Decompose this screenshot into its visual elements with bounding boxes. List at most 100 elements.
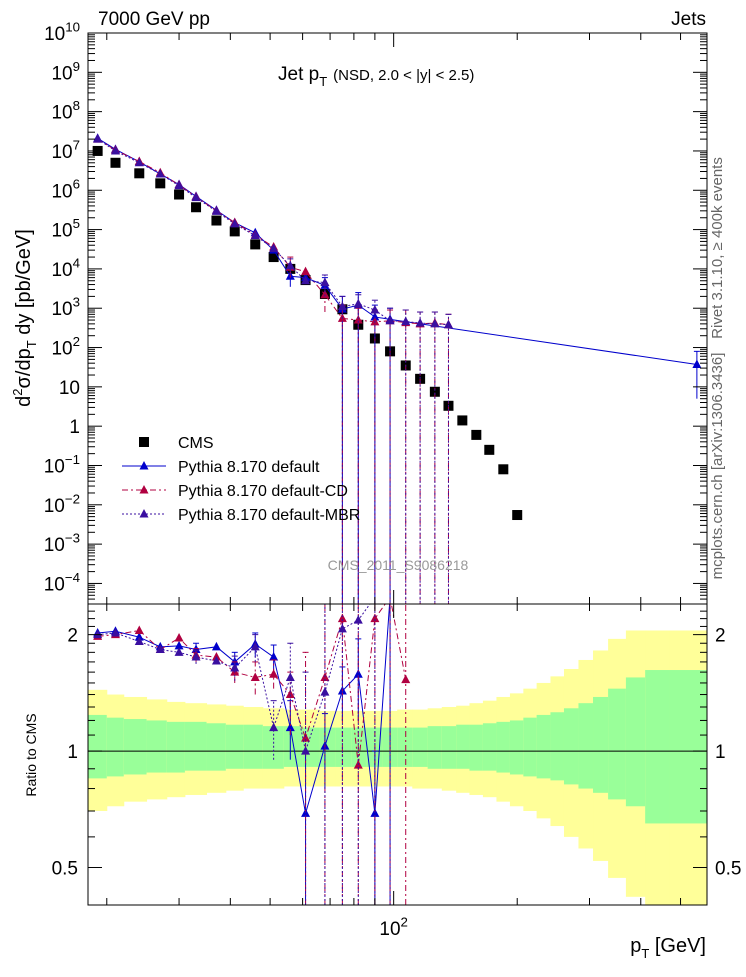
data-point-mbr (385, 315, 395, 325)
tick-label-exponent: 7 (73, 137, 80, 152)
main-panel-series (92, 0, 702, 604)
data-point-cd (337, 613, 347, 623)
data-point-mbr (211, 655, 221, 665)
ratio-panel-frame (87, 603, 708, 906)
data-point-cd (134, 625, 144, 634)
tick-label: 10−2 (44, 491, 80, 517)
data-point-mbr (93, 629, 103, 639)
axes: 10−410−310−210−1110102103104105106107108… (44, 19, 742, 940)
series-mbr (93, 604, 391, 905)
tick-label-exponent: 3 (73, 295, 80, 310)
x-axis-label: pT [GeV] (630, 935, 706, 961)
ratio-y-axis-label: Ratio to CMS (23, 713, 39, 796)
band-inner-bin (166, 721, 186, 773)
tick-label-base: 10 (51, 299, 72, 320)
ratio-tick-label-left: 1 (67, 742, 78, 763)
series-line-cd (97, 138, 449, 326)
tick-label-base: 10 (51, 103, 72, 124)
band-inner-bin (243, 724, 264, 769)
legend-entry-default: Pythia 8.170 default (122, 459, 320, 476)
data-point-mbr (250, 230, 260, 240)
tick-label-exponent: 10 (65, 19, 80, 34)
data-point-mbr (134, 157, 144, 167)
data-point-mbr (191, 652, 201, 661)
data-point-mbr (443, 319, 453, 329)
data-point-default (353, 669, 363, 678)
data-point-mbr (269, 722, 279, 732)
band-inner-bin (351, 727, 368, 767)
ratio-tick-label-left: 2 (67, 626, 78, 647)
tick-label: 107 (51, 137, 80, 163)
data-point-mbr (353, 298, 363, 308)
legend-label-default: Pythia 8.170 default (178, 459, 320, 476)
data-point-mbr (174, 180, 184, 190)
tick-label-base: 1 (69, 417, 80, 438)
ratio-tick-label-right: 0.5 (715, 859, 741, 880)
band-inner-bin (625, 677, 646, 807)
band-inner-bin (106, 717, 125, 777)
band-inner-bin (536, 714, 551, 779)
tick-label-base: 10 (51, 181, 72, 202)
cms-data-point (650, 0, 660, 10)
tick-label: 10−3 (44, 531, 80, 557)
main-y-axis-label: d2σ/dpT dy [pb/GeV] (10, 229, 39, 407)
data-point-default (692, 359, 702, 369)
data-point-mbr (301, 746, 311, 755)
band-inner-bin (509, 720, 524, 775)
data-point-mbr (401, 316, 411, 325)
data-point-mbr (250, 641, 260, 651)
band-inner-bin (608, 688, 627, 800)
tick-label-base: 10 (44, 24, 65, 45)
band-inner-bin (669, 670, 707, 824)
legend-label-cms: CMS (178, 435, 214, 452)
data-point-mbr (211, 206, 221, 215)
legend: CMS Pythia 8.170 default Pythia 8.170 defa… (122, 435, 360, 524)
data-point-mbr (320, 687, 330, 696)
tick-label: 10−1 (44, 452, 80, 478)
plot-title: Jet pT (NSD, 2.0 < |y| < 2.5) (278, 64, 474, 89)
band-inner-bin (225, 724, 244, 769)
data-point-mbr (320, 277, 330, 287)
tick-label: 1 (69, 417, 80, 438)
band-inner-bin (563, 708, 579, 785)
data-point-mbr (230, 662, 240, 672)
data-point-mbr (370, 305, 380, 314)
data-point-cd (353, 315, 363, 324)
tick-label-base: 10 (44, 535, 65, 556)
header-jets-label: Jets (671, 9, 706, 30)
tick-label: 102 (51, 334, 80, 360)
cms-data-point (229, 226, 240, 237)
band-inner-bin (88, 714, 108, 779)
band-inner-bin (206, 723, 227, 771)
header-energy-label: 7000 GeV pp (98, 9, 210, 30)
band-inner-bin (469, 724, 484, 771)
band-inner-bin (123, 719, 148, 775)
tick-label: 109 (51, 59, 80, 85)
tick-label-exponent: 5 (73, 216, 80, 231)
data-point-mbr (337, 301, 347, 311)
tick-label-exponent: 6 (73, 177, 80, 192)
ratio-panel-series (93, 604, 411, 905)
cms-data-point (250, 239, 261, 250)
band-inner-bin (427, 726, 443, 769)
tick-label-exponent: 4 (73, 255, 80, 270)
ratio-tick-label-right: 2 (715, 626, 726, 647)
tick-label: 106 (51, 177, 80, 203)
data-point-mbr (301, 275, 311, 285)
data-point-default (370, 311, 380, 321)
tick-label-base: 10 (59, 378, 80, 399)
tick-label-base: 10 (44, 456, 65, 477)
data-point-mbr (353, 615, 363, 624)
cms-data-point (484, 444, 495, 455)
data-point-default (269, 652, 279, 661)
cms-data-point (110, 157, 121, 168)
data-point-cd (301, 266, 311, 276)
band-inner-bin (482, 723, 497, 771)
data-point-mbr (174, 647, 184, 656)
plot-title-main: Jet p (278, 64, 319, 85)
cms-data-point (512, 510, 523, 521)
data-point-default (211, 641, 221, 651)
cms-data-point (174, 189, 185, 200)
tick-label-base: 10 (51, 63, 72, 84)
